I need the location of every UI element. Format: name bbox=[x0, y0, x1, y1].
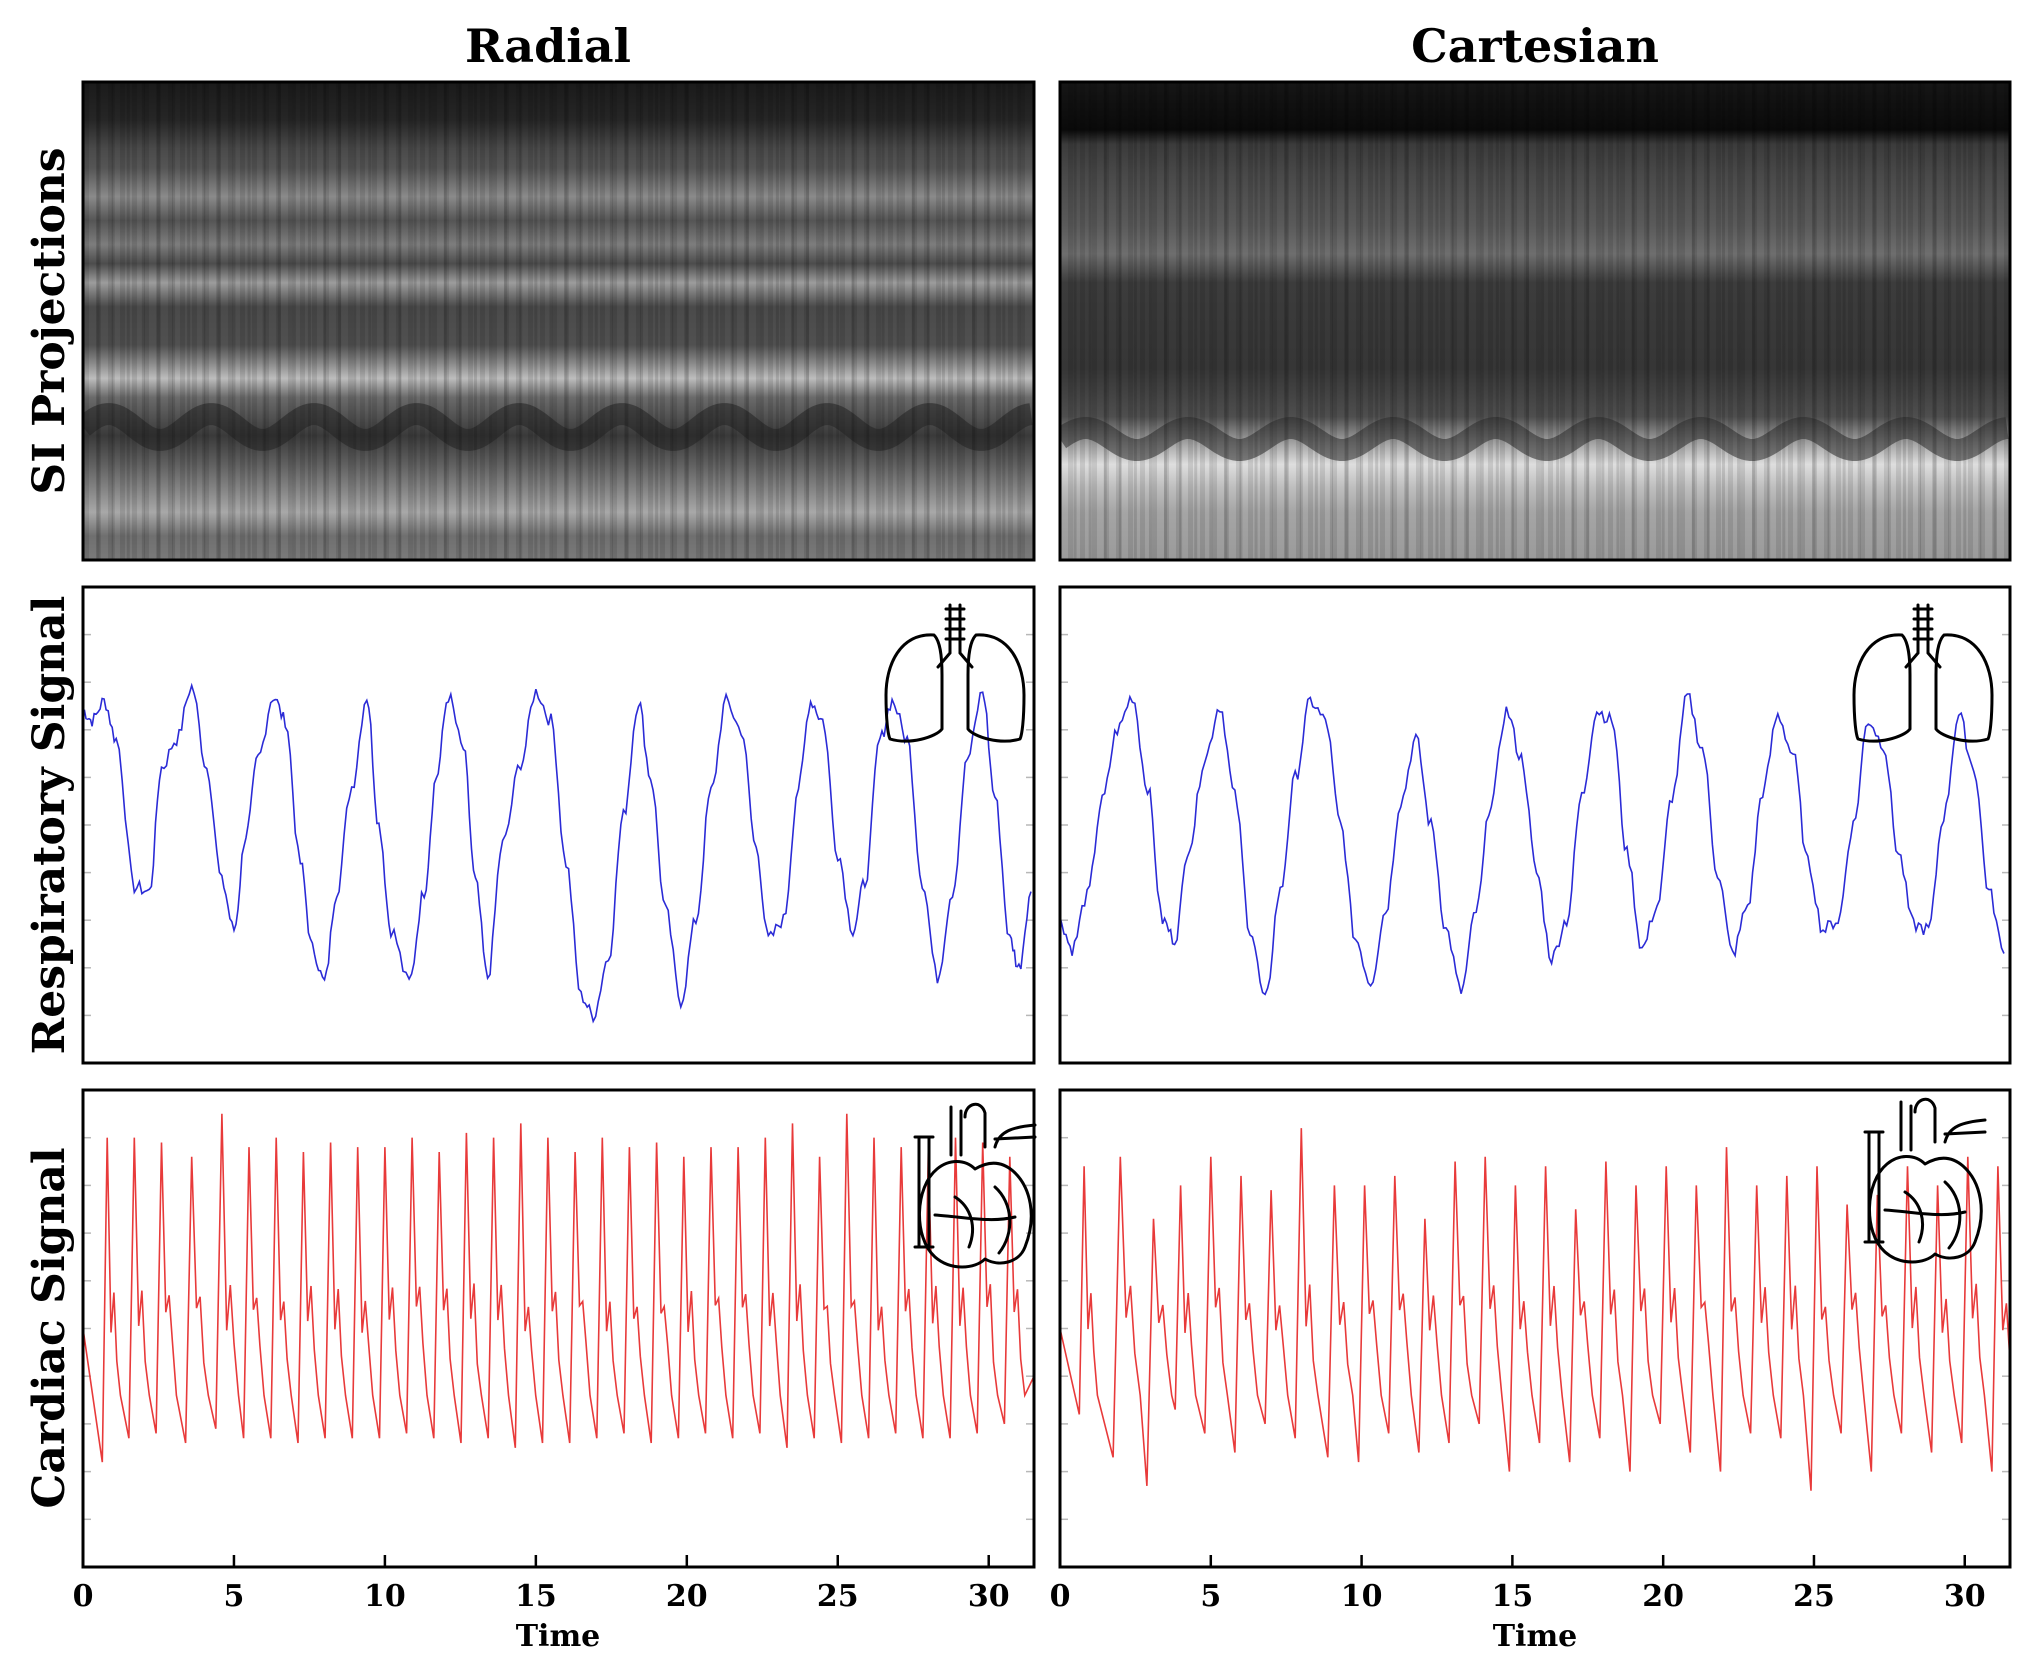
x-tick-label: 10 bbox=[364, 1579, 406, 1614]
cartesian-si-projection-heatmap bbox=[1058, 80, 2012, 562]
x-tick-label: 20 bbox=[666, 1579, 708, 1614]
column-title-cartesian: Cartesian bbox=[1411, 19, 1659, 73]
row-title-respiratory: Respiratory Signal bbox=[24, 596, 75, 1055]
cartesian-cardiac-panel bbox=[1058, 1088, 2012, 1569]
cartesian-respiratory-line bbox=[1060, 693, 2005, 996]
radial-respiratory-panel bbox=[81, 585, 1036, 1065]
x-tick-label: 30 bbox=[1944, 1579, 1986, 1614]
cartesian-respiratory-panel bbox=[1058, 585, 2012, 1065]
row-title-si-projections: SI Projections bbox=[24, 147, 75, 494]
heart-icon bbox=[1863, 1097, 1987, 1264]
column-title-radial: Radial bbox=[465, 19, 631, 73]
x-tick-label: 10 bbox=[1341, 1579, 1383, 1614]
x-tick-label: 0 bbox=[73, 1579, 94, 1614]
row-title-cardiac: Cardiac Signal bbox=[24, 1147, 75, 1508]
cartesian-x-axis: 0 5 10 15 20 25 30 bbox=[1050, 1555, 1986, 1614]
cartesian-x-axis-label: Time bbox=[1493, 1619, 1578, 1654]
diaphragm-band bbox=[83, 403, 1033, 451]
x-tick-label: 15 bbox=[515, 1579, 557, 1614]
radial-si-projection-heatmap bbox=[81, 80, 1036, 562]
lungs-icon bbox=[884, 603, 1026, 743]
radial-cardiac-line bbox=[83, 1113, 1034, 1463]
heart-icon bbox=[913, 1102, 1037, 1269]
diaphragm-band bbox=[1060, 417, 2009, 461]
x-tick-label: 30 bbox=[968, 1579, 1010, 1614]
cartesian-cardiac-line bbox=[1060, 1128, 2010, 1491]
radial-x-axis: 0 5 10 15 20 25 30 bbox=[73, 1555, 1010, 1614]
x-tick-label: 25 bbox=[817, 1579, 859, 1614]
x-tick-label: 0 bbox=[1050, 1579, 1071, 1614]
radial-cardiac-panel bbox=[81, 1088, 1037, 1569]
lungs-icon bbox=[1852, 603, 1994, 743]
radial-respiratory-line bbox=[83, 682, 1032, 1024]
x-tick-label: 5 bbox=[1200, 1579, 1221, 1614]
x-tick-label: 20 bbox=[1642, 1579, 1684, 1614]
x-tick-label: 5 bbox=[224, 1579, 245, 1614]
radial-x-axis-label: Time bbox=[516, 1619, 601, 1654]
x-tick-label: 25 bbox=[1793, 1579, 1835, 1614]
x-tick-label: 15 bbox=[1492, 1579, 1534, 1614]
